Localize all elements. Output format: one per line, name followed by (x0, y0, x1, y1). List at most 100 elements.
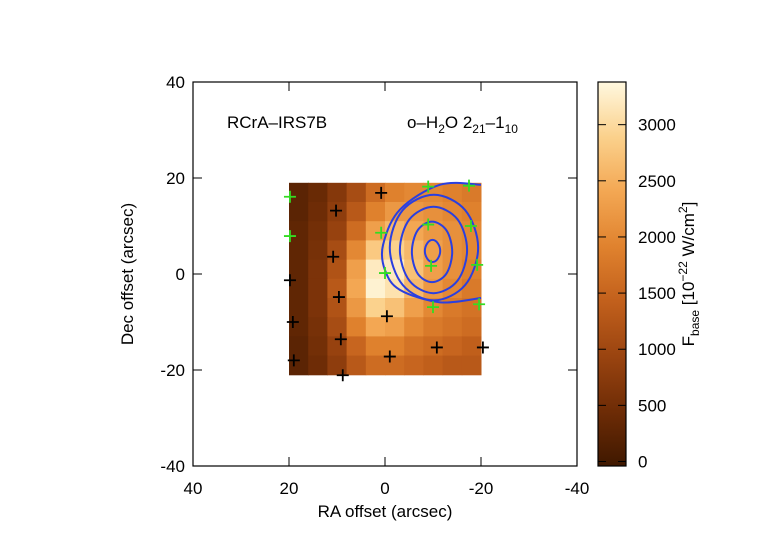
heat-cell (442, 202, 463, 222)
heat-cell (346, 336, 367, 357)
colorbar-tick-label: 3000 (638, 116, 676, 135)
text-segment: RCrA–IRS7B (227, 113, 327, 132)
x-tick-label: -40 (565, 479, 590, 498)
heat-cell (404, 317, 424, 337)
annotation: o–H2O 221–110 (407, 113, 518, 136)
plus-marker (427, 301, 439, 314)
colorbar-tick-label: 2500 (638, 172, 676, 191)
heat-cell (423, 202, 444, 222)
heat-cell (423, 317, 444, 337)
colorbar-tick-label: 2000 (638, 228, 676, 247)
plus-marker (422, 218, 435, 231)
heat-cell (385, 182, 405, 203)
heat-cell (461, 182, 482, 203)
heat-cell (442, 278, 463, 299)
heat-cell (365, 298, 386, 318)
heat-cell (327, 298, 348, 318)
plus-marker (383, 350, 396, 363)
heat-cell (365, 221, 386, 241)
plus-marker (287, 354, 300, 367)
heat-cell (327, 221, 348, 241)
heat-cell (289, 259, 309, 280)
heat-cell (385, 202, 405, 222)
heat-cell (365, 317, 386, 337)
heat-cell (327, 317, 348, 337)
heat-cell (289, 182, 309, 203)
heat-cell (365, 202, 386, 222)
heat-cell (461, 298, 482, 318)
plus-marker (476, 341, 489, 354)
plus-marker (375, 226, 388, 239)
text-segment: base (688, 310, 702, 336)
heat-cell (346, 317, 367, 337)
heat-cell (327, 202, 348, 222)
heat-cell (346, 182, 367, 203)
heat-cell (346, 202, 367, 222)
heat-cell (308, 355, 328, 376)
plus-marker (425, 259, 438, 272)
heat-cell (385, 317, 405, 337)
heat-cell (423, 336, 444, 357)
heat-cell (365, 259, 386, 280)
text-segment: [10 (679, 282, 698, 310)
heat-cell (385, 278, 405, 299)
plus-marker (422, 180, 435, 193)
plus-marker (327, 250, 340, 263)
colorbar-tick-label: 1000 (638, 340, 676, 359)
axes: 40 20 0 -20 -40 -40 -20 0 20 40 (160, 73, 589, 498)
heat-cell (461, 317, 482, 337)
annotation: RCrA–IRS7B (227, 113, 327, 132)
text-segment: 2 (438, 122, 445, 136)
heat-cell (442, 221, 463, 241)
heat-cell (289, 240, 309, 261)
colorbar-tick-label: 0 (638, 453, 647, 472)
heat-cell (289, 298, 309, 318)
heat-cell (327, 336, 348, 357)
colorbar-tick-label: 500 (638, 396, 666, 415)
text-segment: 21 (472, 122, 486, 136)
heat-cell (461, 336, 482, 357)
plus-marker (286, 316, 299, 328)
heat-cell (385, 355, 405, 376)
heat-cell (365, 355, 386, 376)
heat-cell (385, 240, 405, 261)
plus-marker (332, 291, 345, 304)
heat-cell (404, 355, 424, 376)
x-axis-title: RA offset (arcsec) (318, 502, 453, 521)
heat-cell (327, 355, 348, 376)
heat-cell (346, 259, 367, 280)
heat-cell (404, 336, 424, 357)
heatmap (289, 182, 482, 376)
x-tick-label: 40 (184, 479, 203, 498)
heat-cell (346, 221, 367, 241)
heat-cell (308, 221, 328, 241)
plus-marker (379, 267, 391, 280)
contour (380, 181, 482, 304)
text-segment: 10 (505, 122, 519, 136)
heat-cell (327, 259, 348, 280)
markers (283, 179, 489, 382)
plus-marker (283, 190, 296, 203)
plus-marker (375, 186, 388, 199)
plus-marker (464, 220, 477, 232)
heat-cell (404, 221, 424, 241)
heat-cell (308, 278, 328, 299)
heat-cell (346, 298, 367, 318)
y-tick-label: 0 (176, 265, 185, 284)
heat-cell (289, 221, 309, 241)
text-segment: O 2 (445, 113, 472, 132)
plus-marker (473, 298, 486, 311)
heat-cell (423, 259, 444, 280)
heat-cell (346, 240, 367, 261)
heat-cell (289, 355, 309, 376)
heat-cell (461, 355, 482, 376)
heat-cell (308, 259, 328, 280)
y-tick-label: -40 (160, 457, 185, 476)
heat-cell (308, 317, 328, 337)
heat-cell (365, 278, 386, 299)
heat-cell (404, 240, 424, 261)
heat-cell (461, 278, 482, 299)
text-segment: −22 (676, 261, 690, 282)
x-tick-label: -20 (469, 479, 494, 498)
